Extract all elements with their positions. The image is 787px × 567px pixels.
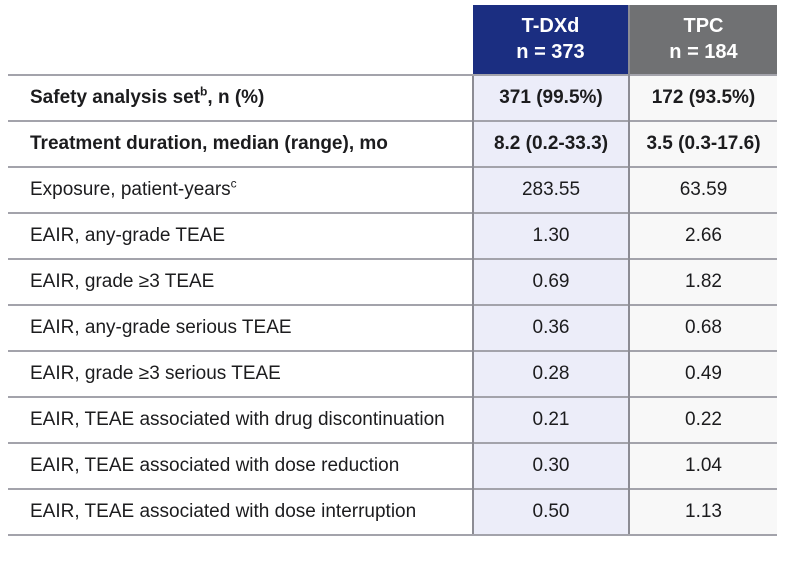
table-row: EAIR, any-grade TEAE 1.30 2.66 [8, 212, 777, 259]
row-label-cell: EAIR, any-grade TEAE [8, 212, 473, 259]
row-label: EAIR, grade ≥3 TEAE [30, 271, 215, 292]
row-label: EAIR, grade ≥3 serious TEAE [30, 363, 281, 384]
tdxd-value-cell: 8.2 (0.2-33.3) [472, 120, 630, 167]
tdxd-value-cell: 0.69 [472, 258, 630, 305]
tdxd-value-cell: 371 (99.5%) [472, 74, 630, 121]
row-label-cell: Exposure, patient-yearsc [8, 166, 473, 213]
header-row: T-DXd n = 373 TPC n = 184 [8, 5, 777, 75]
tpc-value-cell: 0.22 [629, 396, 777, 443]
row-label: EAIR, any-grade TEAE [30, 225, 226, 246]
tpc-arm-name: TPC [683, 14, 724, 37]
row-label: Treatment duration, median (range), mo [30, 133, 388, 154]
tpc-value-cell: 2.66 [629, 212, 777, 259]
table-row: EAIR, TEAE associated with dose reductio… [8, 442, 777, 489]
tdxd-header-stack: T-DXd n = 373 [473, 5, 628, 74]
table-row: EAIR, any-grade serious TEAE 0.36 0.68 [8, 304, 777, 351]
tdxd-value-cell: 0.21 [472, 396, 630, 443]
tpc-value-cell: 63.59 [629, 166, 777, 213]
table-row: Safety analysis setb, n (%) 371 (99.5%) … [8, 74, 777, 121]
row-label-superscript: c [230, 176, 237, 191]
tpc-value-cell: 1.04 [629, 442, 777, 489]
row-label-superscript: b [200, 84, 208, 99]
tdxd-arm-name: T-DXd [521, 14, 580, 37]
row-label-cell: EAIR, grade ≥3 TEAE [8, 258, 473, 305]
column-header-tdxd: T-DXd n = 373 [473, 5, 629, 75]
tdxd-value-cell: 283.55 [472, 166, 630, 213]
row-label: Safety analysis set [30, 87, 201, 108]
tdxd-value-cell: 0.50 [472, 488, 630, 536]
tpc-value-cell: 172 (93.5%) [629, 74, 777, 121]
table-row: EAIR, TEAE associated with dose interrup… [8, 488, 777, 536]
tpc-value-cell: 1.13 [629, 488, 777, 536]
row-label-cell: EAIR, TEAE associated with dose reductio… [8, 442, 473, 489]
tdxd-value-cell: 1.30 [472, 212, 630, 259]
table-row: EAIR, TEAE associated with drug disconti… [8, 396, 777, 443]
row-label-cell: EAIR, TEAE associated with dose interrup… [8, 488, 473, 536]
tdxd-n-count: n = 373 [516, 41, 585, 64]
tpc-header-stack: TPC n = 184 [630, 5, 777, 74]
row-label: Exposure, patient-years [30, 179, 231, 200]
tdxd-value-cell: 0.36 [472, 304, 630, 351]
row-label-suffix: , n (%) [207, 87, 265, 108]
row-label-cell: Treatment duration, median (range), mo [8, 120, 473, 167]
row-label: EAIR, any-grade serious TEAE [30, 317, 292, 338]
tpc-value-cell: 0.49 [629, 350, 777, 397]
tpc-value-cell: 0.68 [629, 304, 777, 351]
table-row: EAIR, grade ≥3 TEAE 0.69 1.82 [8, 258, 777, 305]
row-label: EAIR, TEAE associated with dose reductio… [30, 455, 400, 476]
safety-summary-table: T-DXd n = 373 TPC n = 184 Safety analysi… [8, 5, 777, 536]
row-label-cell: Safety analysis setb, n (%) [8, 74, 473, 121]
tpc-value-cell: 1.82 [629, 258, 777, 305]
table-row: Exposure, patient-yearsc 283.55 63.59 [8, 166, 777, 213]
tpc-value-cell: 3.5 (0.3-17.6) [629, 120, 777, 167]
row-label-cell: EAIR, grade ≥3 serious TEAE [8, 350, 473, 397]
empty-header-cell [8, 5, 473, 75]
row-label: EAIR, TEAE associated with dose interrup… [30, 501, 417, 522]
row-label-cell: EAIR, any-grade serious TEAE [8, 304, 473, 351]
row-label: EAIR, TEAE associated with drug disconti… [30, 409, 445, 430]
row-label-cell: EAIR, TEAE associated with drug disconti… [8, 396, 473, 443]
tdxd-value-cell: 0.30 [472, 442, 630, 489]
table-row: EAIR, grade ≥3 serious TEAE 0.28 0.49 [8, 350, 777, 397]
tpc-n-count: n = 184 [669, 41, 738, 64]
table-row: Treatment duration, median (range), mo 8… [8, 120, 777, 167]
column-header-tpc: TPC n = 184 [628, 5, 777, 75]
tdxd-value-cell: 0.28 [472, 350, 630, 397]
